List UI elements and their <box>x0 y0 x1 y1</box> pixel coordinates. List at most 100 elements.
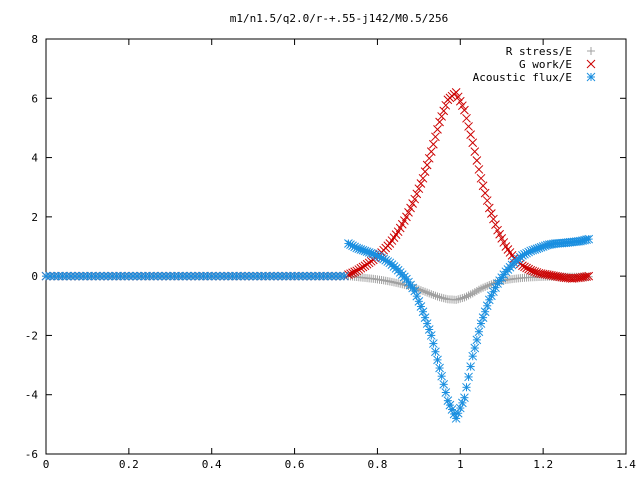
data-point <box>474 327 484 337</box>
legend-marker <box>586 72 596 82</box>
data-point <box>420 313 430 322</box>
data-point <box>414 296 424 306</box>
series-g-work-e <box>41 88 594 283</box>
data-point <box>236 271 246 281</box>
x-tick-label: 0.2 <box>119 458 139 471</box>
data-point <box>482 196 492 205</box>
data-point <box>454 295 463 304</box>
data-point <box>584 234 594 244</box>
data-point <box>424 325 434 334</box>
x-tick-label: 0 <box>43 458 50 471</box>
data-point <box>429 339 438 348</box>
data-point <box>520 262 529 272</box>
data-point <box>466 130 475 139</box>
data-point <box>522 263 531 273</box>
x-tick-label: 0.4 <box>202 458 222 471</box>
legend-label: R stress/E <box>506 45 572 58</box>
data-point <box>41 271 51 281</box>
data-point <box>62 271 72 281</box>
data-point <box>474 285 483 294</box>
data-point <box>441 100 451 110</box>
data-point <box>460 293 469 302</box>
data-point <box>466 290 475 299</box>
data-point <box>348 268 357 278</box>
data-point <box>58 271 67 281</box>
data-point <box>437 371 446 381</box>
data-point <box>452 295 461 304</box>
data-point <box>416 286 425 295</box>
data-point <box>431 291 440 300</box>
data-point <box>458 294 467 303</box>
data-point <box>240 271 250 281</box>
data-point <box>484 203 494 213</box>
data-point <box>487 209 496 218</box>
data-point <box>286 271 295 281</box>
x-tick-label: 1 <box>457 458 464 471</box>
data-point <box>141 271 150 281</box>
data-point <box>439 379 449 389</box>
data-point <box>470 147 480 156</box>
data-point <box>416 179 426 188</box>
data-point <box>435 363 444 373</box>
data-point <box>352 266 362 276</box>
data-point <box>406 203 415 213</box>
data-point <box>479 283 488 292</box>
legend-marker <box>586 59 596 69</box>
data-point <box>468 289 477 298</box>
data-point <box>468 138 478 148</box>
data-point <box>518 261 527 271</box>
data-point <box>462 292 471 301</box>
data-point <box>161 271 171 281</box>
data-point <box>290 271 299 281</box>
data-point <box>423 288 432 297</box>
data-point <box>483 281 492 290</box>
data-point <box>478 181 488 191</box>
data-point <box>491 283 500 292</box>
data-point <box>91 271 101 281</box>
data-point <box>431 347 440 357</box>
data-point <box>424 153 434 163</box>
data-point <box>426 147 436 156</box>
legend-label: G work/E <box>519 58 572 71</box>
data-point <box>402 212 411 222</box>
y-tick-label: 6 <box>31 92 38 105</box>
data-point <box>493 225 502 235</box>
y-tick-label: -6 <box>25 448 38 461</box>
data-point <box>425 289 434 298</box>
data-point <box>474 165 484 174</box>
data-point <box>451 88 461 97</box>
data-point <box>456 294 465 303</box>
data-point <box>458 398 467 408</box>
data-point <box>433 355 442 365</box>
data-point <box>472 286 481 295</box>
y-tick-label: 8 <box>31 33 38 46</box>
data-point <box>248 271 258 281</box>
data-point <box>396 279 405 288</box>
data-point <box>462 382 471 392</box>
series-layer <box>41 88 594 423</box>
data-point <box>441 294 450 303</box>
data-point <box>439 294 448 303</box>
data-point <box>418 173 428 183</box>
data-point <box>421 287 430 296</box>
data-point <box>165 271 175 281</box>
data-point <box>419 286 427 295</box>
data-point <box>422 160 432 170</box>
data-point <box>335 271 345 281</box>
data-point <box>478 313 488 322</box>
data-point <box>497 233 507 243</box>
data-point <box>435 117 444 127</box>
legend-marker <box>587 47 595 55</box>
data-point <box>211 271 221 281</box>
data-point <box>584 271 594 281</box>
y-tick-label: -2 <box>25 329 38 342</box>
y-tick-label: 0 <box>31 270 38 283</box>
data-point <box>358 262 368 272</box>
data-point <box>435 293 444 302</box>
data-point <box>408 199 417 208</box>
data-point <box>470 343 480 353</box>
data-point <box>339 271 349 281</box>
data-point <box>418 307 428 317</box>
data-point <box>323 271 333 281</box>
